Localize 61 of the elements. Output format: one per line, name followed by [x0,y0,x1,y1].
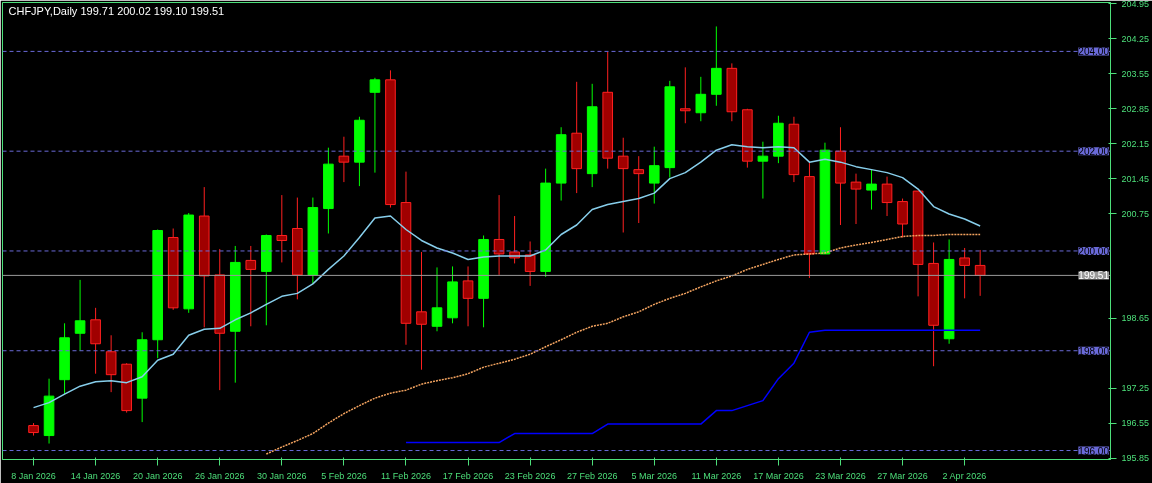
candlestick [369,77,381,174]
x-tick-label: 23 Feb 2026 [504,470,556,481]
y-tick-label: 202.15 [1121,138,1150,149]
candlestick [338,136,350,183]
ref-line-label: 199.51 [1078,270,1110,282]
candlestick [648,146,660,205]
x-tick-label: 17 Mar 2026 [753,470,804,481]
candlestick [105,334,117,393]
y-tick-label: 204.95 [1121,0,1150,9]
x-tick-label: 26 Jan 2026 [194,470,245,481]
ref-line-label: 200.00 [1078,245,1110,257]
candlestick [493,194,505,276]
candlestick [695,76,707,122]
candlestick [974,249,986,297]
ref-line-label: 202.00 [1078,146,1110,158]
candlestick [850,173,862,225]
y-tick-label: 204.25 [1121,33,1150,44]
y-tick-label: 195.85 [1121,453,1150,463]
y-tick-label: 201.45 [1121,173,1150,184]
candlestick [881,176,893,217]
line-series [265,233,981,455]
line-series [32,143,981,409]
ref-line-label: 196.00 [1078,445,1110,457]
line-series [405,329,981,444]
x-tick-label: 11 Feb 2026 [381,470,431,481]
y-tick-label: 202.85 [1121,103,1150,114]
candlestick [74,279,86,352]
x-tick-label: 5 Mar 2026 [631,470,678,481]
x-tick-label: 5 Feb 2026 [321,470,367,481]
candlestick [897,198,908,238]
x-tick-label: 14 Jan 2026 [70,470,121,481]
candlestick [959,247,970,299]
chart-title: CHFJPY,Daily 199.71 200.02 199.10 199.51 [8,4,225,17]
x-tick-label: 8 Jan 2026 [11,470,56,481]
x-tick-label: 11 Mar 2026 [691,470,742,481]
x-tick-label: 30 Jan 2026 [257,470,307,481]
candlestick [757,141,769,200]
ref-line-label: 204.00 [1078,46,1110,58]
candlestick [245,245,257,327]
x-tick-label: 27 Mar 2026 [877,470,928,481]
x-tick-label: 23 Mar 2026 [815,470,866,481]
candlestick [679,66,691,124]
y-tick-label: 203.55 [1121,68,1150,79]
x-tick-label: 27 Feb 2026 [566,470,618,481]
y-tick-label: 198.65 [1121,313,1150,324]
y-tick-label: 200.75 [1121,208,1150,219]
candlestick [431,266,443,332]
ref-line-label: 198.00 [1078,345,1110,357]
x-tick-label: 17 Feb 2026 [442,470,494,481]
candlestick [462,265,474,327]
y-tick-label: 196.55 [1121,418,1150,429]
candlestick [90,307,101,375]
candlestick [276,194,288,263]
candlestick [633,155,645,224]
candlestick [416,251,427,371]
candlestick [617,137,629,233]
y-tick-label: 197.25 [1121,383,1150,394]
candlestick [866,169,877,211]
candlestick [524,240,536,287]
x-tick-label: 20 Jan 2026 [132,470,183,481]
x-tick-label: 2 Apr 2026 [942,470,987,481]
